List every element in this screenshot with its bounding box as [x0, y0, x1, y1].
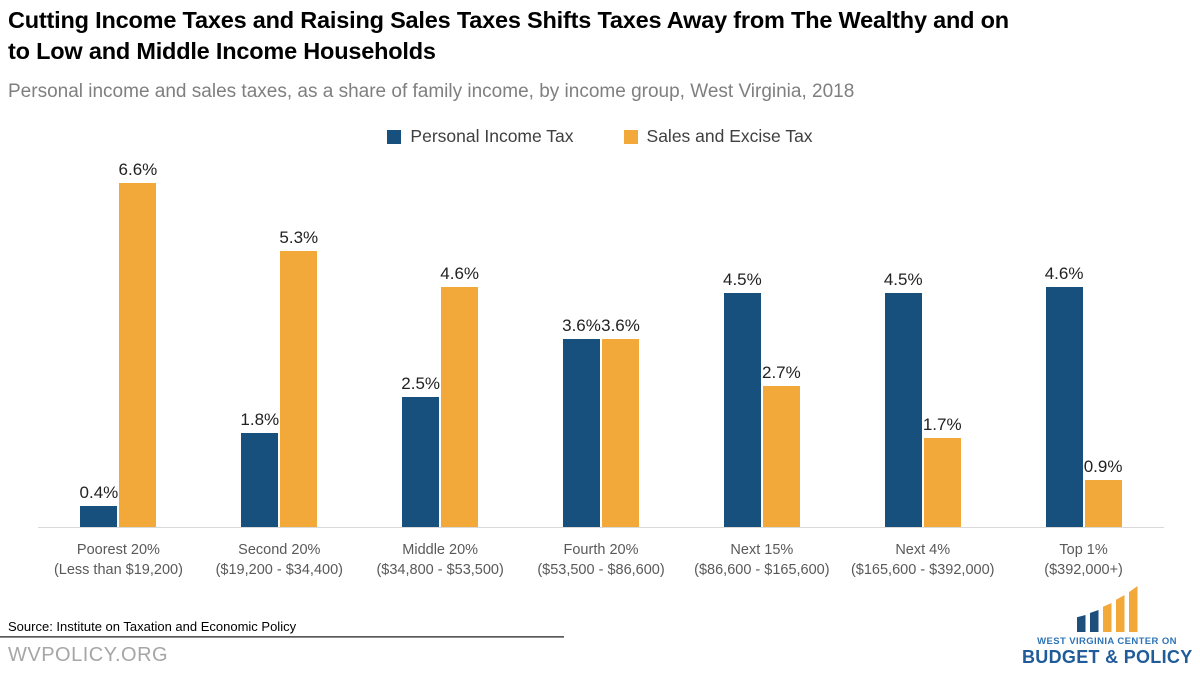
bar-value-label: 1.8% [240, 410, 280, 430]
org-logo: WEST VIRGINIA CENTER ON BUDGET & POLICY [1022, 584, 1192, 668]
legend-swatch-gold-icon [623, 129, 638, 144]
x-axis-label-middle-20-: Middle 20% ($34,800 - $53,500) [376, 542, 504, 579]
logo-bar-icon [1115, 595, 1125, 632]
source-note: Source: Institute on Taxation and Econom… [8, 619, 297, 634]
bar-value-label: 1.7% [922, 415, 962, 435]
bar-personal-income-tax: 0.4% [80, 483, 118, 527]
bar-value-label: 4.6% [1044, 264, 1084, 284]
bar-sales-and-excise-tax: 2.7% [762, 363, 801, 527]
bar-personal-income-tax: 3.6% [562, 316, 601, 527]
logo-bar-icon [1076, 615, 1086, 632]
bar-value-label: 2.7% [761, 363, 801, 383]
bar-group-next-4-: 4.5% 1.7% [842, 167, 1003, 527]
bar-value-label: 4.5% [722, 269, 762, 289]
bar-value-label: 4.6% [440, 264, 480, 284]
bar-sales-and-excise-tax: 5.3% [279, 228, 318, 527]
logo-bars-icon [1022, 584, 1192, 632]
bar-value-label: 0.4% [79, 483, 119, 503]
logo-bar-icon [1128, 586, 1138, 632]
bar-value-label: 6.6% [118, 160, 158, 180]
bar-value-label: 4.5% [883, 269, 923, 289]
bar-group-poorest-20-: 0.4% 6.6% [38, 160, 199, 527]
bar-sales-and-excise-tax: 4.6% [440, 264, 479, 527]
bar-group-second-20-: 1.8% 5.3% [199, 167, 360, 527]
bar-group-fourth-20-: 3.6% 3.6% [521, 167, 682, 527]
bar-group-middle-20-: 2.5% 4.6% [360, 167, 521, 527]
chart-legend: Personal Income Tax Sales and Excise Tax [0, 126, 1200, 147]
logo-bar-icon [1102, 603, 1112, 632]
bar-personal-income-tax: 4.5% [884, 270, 923, 527]
x-axis-label-top-1-: Top 1% ($392,000+) [1044, 542, 1123, 579]
title-line-2: to Low and Middle Income Households [8, 38, 436, 65]
bar-personal-income-tax: 4.5% [723, 270, 762, 527]
logo-bar-icon [1089, 610, 1099, 632]
legend-label: Sales and Excise Tax [646, 126, 813, 146]
bar-value-label: 2.5% [401, 373, 441, 393]
legend-label: Personal Income Tax [410, 126, 574, 146]
x-axis-label-next-4-: Next 4% ($165,600 - $392,000) [850, 542, 995, 579]
chart-subtitle: Personal income and sales taxes, as a sh… [8, 81, 855, 102]
bar-value-label: 5.3% [279, 227, 319, 247]
legend-item-personal-income-tax: Personal Income Tax [387, 126, 574, 147]
bar-value-label: 3.6% [601, 316, 640, 336]
page-title: Cutting Income Taxes and Raising Sales T… [8, 5, 1188, 68]
x-axis-label-next-15-: Next 15% ($86,600 - $165,600) [694, 542, 830, 579]
source-divider [0, 636, 564, 638]
bar-personal-income-tax: 2.5% [401, 374, 440, 527]
bar-sales-and-excise-tax: 3.6% [601, 316, 640, 527]
bar-sales-and-excise-tax: 0.9% [1084, 457, 1122, 527]
bar-sales-and-excise-tax: 1.7% [923, 415, 962, 527]
title-line-1: Cutting Income Taxes and Raising Sales T… [8, 7, 1009, 33]
bar-sales-and-excise-tax: 6.6% [119, 160, 157, 527]
bar-value-label: 3.6% [562, 316, 601, 336]
bar-group-top-1-: 4.6% 0.9% [1003, 167, 1164, 527]
x-axis-line [38, 527, 1164, 528]
plot-area: 0.4% 6.6% 1.8% 5.3% 2.5% 4.6% 3.6% 3.6% 4.5% 2.7%… [38, 160, 1164, 527]
legend-item-sales-excise-tax: Sales and Excise Tax [623, 126, 813, 147]
bar-personal-income-tax: 1.8% [240, 410, 279, 527]
x-axis-labels: Poorest 20% (Less than $19,200) Second 20%… [38, 540, 1164, 581]
legend-swatch-blue-icon [387, 129, 402, 144]
logo-text-line-1: WEST VIRGINIA CENTER ON [1037, 636, 1177, 647]
bar-personal-income-tax: 4.6% [1045, 264, 1083, 527]
bar-value-label: 0.9% [1083, 457, 1123, 477]
logo-text-line-2: BUDGET & POLICY [1022, 647, 1193, 667]
x-axis-label-fourth-20-: Fourth 20% ($53,500 - $86,600) [537, 542, 665, 579]
website-url: WVPOLICY.ORG [8, 644, 169, 666]
bar-group-next-15-: 4.5% 2.7% [681, 167, 842, 527]
x-axis-label-poorest-20-: Poorest 20% (Less than $19,200) [53, 542, 183, 579]
x-axis-label-second-20-: Second 20% ($19,200 - $34,400) [215, 542, 343, 579]
